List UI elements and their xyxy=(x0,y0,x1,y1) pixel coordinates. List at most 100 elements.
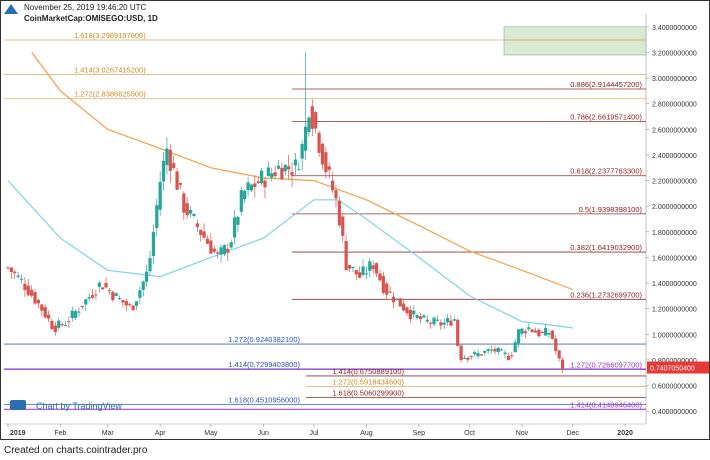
candle-body xyxy=(50,320,54,330)
x-tick-label: Nov xyxy=(516,430,529,437)
candle-body xyxy=(516,329,521,344)
candle-body xyxy=(19,278,24,280)
candle-body xyxy=(385,283,389,295)
y-tick-label: 1.0000000000 xyxy=(652,332,697,339)
candle-body xyxy=(260,170,264,184)
candle-body xyxy=(13,271,17,274)
candle-body xyxy=(30,289,34,296)
fib-label: 1.618(0.4510956000) xyxy=(228,396,300,405)
candle-body xyxy=(473,352,477,355)
fib-levels: 1.618(3.2969197800) 1.414(3.0267415200) 1.… xyxy=(4,31,646,410)
candle-body xyxy=(537,329,541,337)
candle-body xyxy=(425,319,429,322)
ma-slow-line xyxy=(31,52,573,291)
candle-body xyxy=(547,333,551,335)
candle-body xyxy=(418,316,423,320)
fib-label: 1.618(3.2969197800) xyxy=(74,31,146,40)
candle-body xyxy=(479,354,483,356)
candle-body xyxy=(364,273,369,275)
candle-body xyxy=(205,238,210,244)
candle-body xyxy=(317,132,321,153)
candle-body xyxy=(165,148,169,166)
y-tick-label: 2.2000000000 xyxy=(652,179,697,186)
candle-body xyxy=(256,181,260,183)
candle-body xyxy=(391,296,396,303)
candle-body xyxy=(97,282,101,287)
tradingview-link[interactable]: Chart by TradingView xyxy=(36,401,122,411)
candle-body xyxy=(161,160,166,182)
candle-body xyxy=(199,229,203,235)
candle-body xyxy=(141,281,145,290)
candle-body xyxy=(466,357,470,360)
candle-body xyxy=(74,311,78,318)
candle-body xyxy=(402,303,406,311)
price-chart[interactable]: 0.4000000000 0.6000000000 0.8000000000 1.00… xyxy=(0,0,710,440)
candle-body xyxy=(114,293,118,297)
candle-body xyxy=(435,319,440,321)
tradingview-attribution[interactable]: Chart by TradingView xyxy=(10,400,122,411)
candle-body xyxy=(544,328,548,336)
candle-body xyxy=(175,171,179,190)
candle-body xyxy=(40,304,44,311)
candle-body xyxy=(368,261,372,271)
y-tick-label: 1.6000000000 xyxy=(652,255,697,262)
candle-body xyxy=(209,240,213,254)
footer-credit: Created on charts.cointrader.pro xyxy=(4,445,148,456)
x-tick-label: Mar xyxy=(102,430,115,437)
candle-body xyxy=(243,190,247,200)
candle-body xyxy=(124,301,128,306)
candle-body xyxy=(506,355,511,361)
candle-body xyxy=(151,231,155,257)
candle-body xyxy=(337,200,341,226)
candle-body xyxy=(104,282,108,288)
candle-body xyxy=(297,169,301,171)
candle-body xyxy=(527,327,531,330)
candle-body xyxy=(358,272,362,278)
fib-label: 1.272(0.5918434600) xyxy=(332,378,404,387)
candle-body xyxy=(46,314,51,319)
candle-body xyxy=(449,320,453,326)
y-axis: 0.4000000000 0.6000000000 0.8000000000 1.00… xyxy=(645,14,697,424)
candle-body xyxy=(280,167,284,180)
candle-body xyxy=(60,324,64,326)
y-tick-label: 2.6000000000 xyxy=(652,127,697,134)
candle-body xyxy=(185,203,189,216)
candle-body xyxy=(57,320,61,328)
candle-body xyxy=(331,180,335,191)
candle-body xyxy=(266,167,270,177)
candle-body xyxy=(422,315,426,318)
tradingview-logo-icon xyxy=(10,400,26,410)
candle-body xyxy=(273,172,277,177)
y-tick-label: 3.4000000000 xyxy=(652,25,697,32)
candle-body xyxy=(408,310,412,320)
candle-body xyxy=(557,350,561,359)
candle-body xyxy=(276,165,281,169)
candle-body xyxy=(462,357,467,359)
candle-body xyxy=(229,242,233,248)
candle-body xyxy=(212,248,216,252)
chart-date: November 25, 2019 19:46:20 UTC xyxy=(24,3,147,12)
candle-body xyxy=(314,112,318,129)
candle-body xyxy=(432,317,436,325)
fib-label: 1.272(2.8386625500) xyxy=(74,90,146,99)
candle-body xyxy=(324,152,328,173)
candle-body xyxy=(23,283,27,290)
fib-label: 1.414(0.6750889100) xyxy=(332,367,404,376)
fib-label: 0.786(2.6619571400) xyxy=(570,112,642,121)
candle-body xyxy=(131,305,135,311)
candle-body xyxy=(476,353,480,357)
candle-body xyxy=(307,117,311,133)
x-tick-label: 2019 xyxy=(10,430,26,437)
candle-body xyxy=(371,265,375,270)
chart-header: November 25, 2019 19:46:20 UTC CoinMarke… xyxy=(24,2,158,24)
candle-body xyxy=(43,307,47,318)
chart-symbol: CoinMarketCap:OMISEGO:USD, 1D xyxy=(24,14,158,23)
candle-body xyxy=(341,216,345,236)
candle-body xyxy=(290,172,294,176)
candle-body xyxy=(70,310,74,318)
candle-body xyxy=(26,285,30,296)
candle-body xyxy=(80,305,84,308)
y-tick-label: 2.4000000000 xyxy=(652,153,697,160)
candle-body xyxy=(560,359,565,370)
y-tick-label: 3.0000000000 xyxy=(652,76,697,83)
